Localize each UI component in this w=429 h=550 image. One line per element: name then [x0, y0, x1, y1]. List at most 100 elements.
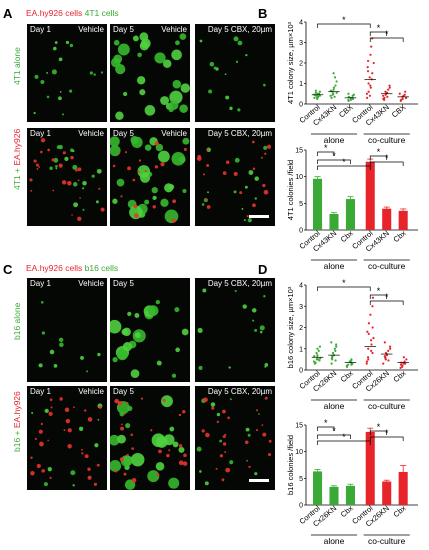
cell-red — [96, 463, 100, 467]
significance-star: * — [342, 15, 346, 25]
cell-red — [162, 398, 166, 402]
bar — [398, 471, 408, 505]
significance-bracket — [369, 294, 388, 299]
data-point — [382, 362, 385, 365]
data-point — [334, 359, 337, 362]
cell-green — [137, 165, 151, 178]
y-tick-label: 15 — [295, 148, 303, 155]
tile-label-condition: Vehicle — [161, 25, 187, 34]
tile-label-condition: Day 5 CBX, 20µm — [207, 279, 272, 288]
cell-red — [158, 449, 162, 454]
cell-red — [40, 422, 43, 426]
y-tick-label: 5 — [299, 476, 303, 483]
cell-red — [127, 166, 131, 171]
cell-red — [75, 169, 78, 172]
cell-green — [61, 113, 65, 116]
cell-green — [155, 299, 160, 305]
data-point — [383, 341, 386, 344]
data-point — [384, 357, 387, 360]
cell-green — [69, 43, 74, 48]
data-point — [312, 360, 316, 363]
cell-green — [207, 191, 209, 194]
cell-red — [67, 444, 72, 449]
cell-green — [179, 104, 188, 113]
data-point — [330, 357, 334, 360]
cell-green — [169, 90, 183, 104]
cell-red — [206, 205, 211, 209]
cell-red — [79, 197, 81, 199]
data-point — [405, 358, 408, 361]
cell-green — [197, 327, 203, 334]
cell-red — [126, 453, 129, 457]
significance-star: * — [385, 29, 389, 39]
cell-red — [255, 409, 259, 412]
tile-label-day: Day 5 — [113, 129, 134, 138]
cell-green — [110, 136, 120, 147]
significance-bracket — [317, 165, 371, 170]
cell-green — [234, 157, 240, 163]
cell-green — [213, 66, 217, 70]
cell-red — [47, 148, 50, 152]
cell-red — [267, 453, 272, 457]
cell-red — [39, 441, 44, 447]
significance-star: * — [342, 278, 346, 288]
cell-green — [198, 365, 203, 371]
tile-label-condition: Vehicle — [78, 25, 104, 34]
data-point — [352, 93, 355, 96]
cell-green — [94, 443, 99, 448]
cell-green — [55, 167, 58, 170]
micrograph-tile: Day 5 CBX, 20µm — [195, 386, 275, 490]
data-point — [335, 343, 338, 346]
data-point — [331, 355, 334, 358]
cell-red — [202, 173, 205, 176]
cell-green — [237, 40, 243, 46]
data-point — [315, 96, 319, 99]
significance-bracket — [369, 430, 388, 435]
cell-green — [31, 412, 34, 415]
data-point — [401, 97, 404, 100]
data-point — [372, 61, 375, 65]
cell-red — [131, 477, 137, 483]
y-tick-label: 3 — [299, 40, 303, 47]
cell-red — [73, 406, 75, 409]
cell-green — [156, 360, 162, 366]
data-point — [365, 92, 368, 95]
cell-green — [127, 405, 133, 412]
data-point — [403, 360, 406, 363]
y-tick-label: 0 — [299, 228, 303, 235]
data-point — [367, 82, 370, 85]
tile-label-day: Day 1 — [30, 25, 51, 34]
y-tick-label: 1 — [299, 81, 303, 88]
significance-bracket — [369, 436, 404, 441]
y-tick-label: 2 — [299, 325, 303, 332]
cell-red — [138, 159, 142, 162]
group-label: alone — [324, 135, 345, 145]
cell-red — [251, 140, 255, 144]
data-point — [330, 341, 333, 344]
significance-star: * — [385, 153, 389, 163]
cell-red — [252, 203, 256, 208]
data-point — [365, 362, 368, 365]
cell-red — [222, 442, 227, 446]
cell-green — [254, 197, 257, 200]
data-point — [370, 349, 373, 352]
significance-star: * — [385, 292, 389, 302]
micrograph-tile: Day 5 CBX, 20µm — [195, 278, 275, 382]
data-point — [387, 88, 390, 91]
y-tick-label: 0 — [299, 102, 303, 109]
cell-green — [144, 199, 150, 205]
significance-star: * — [377, 23, 381, 33]
data-point — [335, 345, 338, 348]
cell-green — [122, 91, 128, 97]
micrograph-tile: Day 1 Vehicle — [27, 278, 107, 382]
cell-red — [133, 204, 138, 209]
cell-red — [266, 144, 272, 149]
tile-label-day: Day 1 — [30, 279, 51, 288]
cell-red — [178, 460, 184, 466]
significance-star: * — [332, 151, 336, 161]
cell-red — [120, 195, 123, 198]
data-point — [386, 95, 389, 98]
cell-green — [210, 402, 216, 407]
data-point — [367, 347, 370, 350]
